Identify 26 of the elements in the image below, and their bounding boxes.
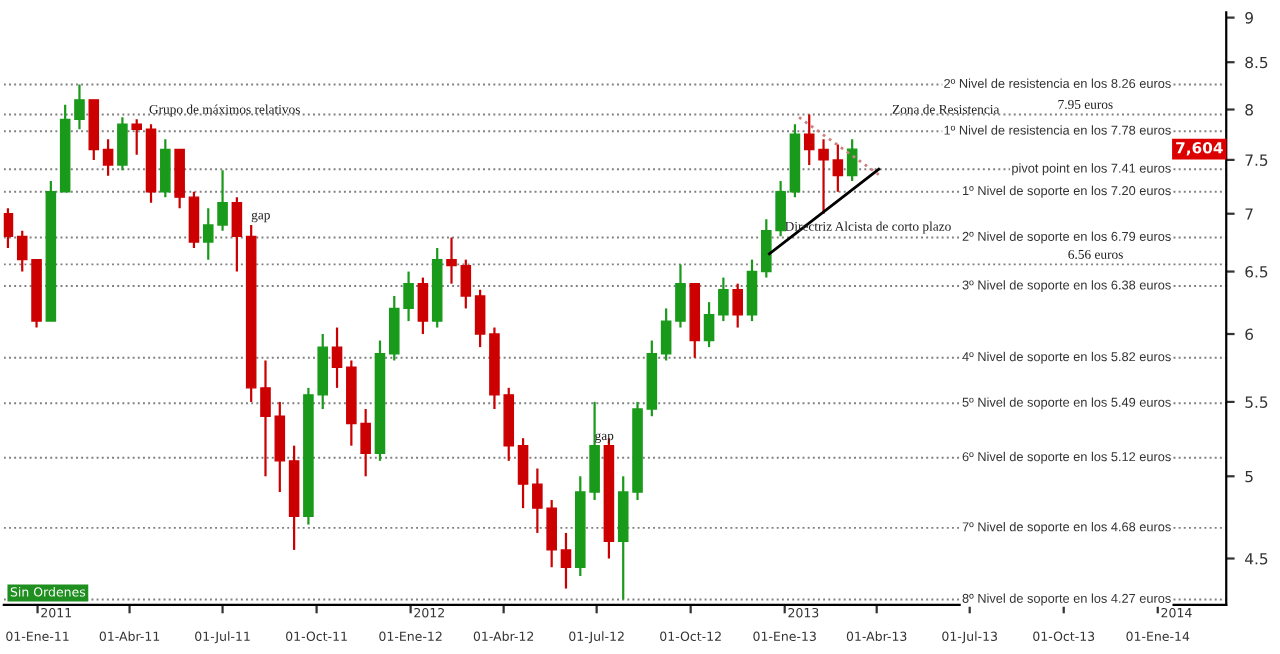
candlestick — [160, 138, 171, 199]
candlestick — [131, 118, 143, 156]
candlestick — [260, 359, 271, 478]
candlestick — [746, 258, 758, 323]
candlestick — [718, 276, 729, 323]
candlestick — [832, 143, 844, 193]
candlestick — [474, 288, 486, 349]
candlestick — [460, 258, 472, 310]
candlestick — [188, 190, 200, 250]
candlestick — [3, 207, 14, 250]
candlestick — [117, 116, 128, 172]
candlestick — [703, 301, 715, 349]
candlestick — [732, 282, 743, 329]
candlestick — [446, 236, 457, 285]
candlestick — [74, 83, 85, 131]
candlestick — [331, 326, 343, 389]
candlestick — [174, 148, 185, 210]
candlestick — [560, 531, 572, 590]
candlestick — [846, 138, 858, 183]
candlestick — [274, 400, 286, 494]
candlestick — [517, 437, 529, 510]
candlestick — [660, 307, 672, 362]
candlestick — [675, 263, 686, 329]
candlestick — [417, 276, 429, 336]
candlestick — [231, 196, 243, 273]
candlestick — [102, 138, 114, 177]
